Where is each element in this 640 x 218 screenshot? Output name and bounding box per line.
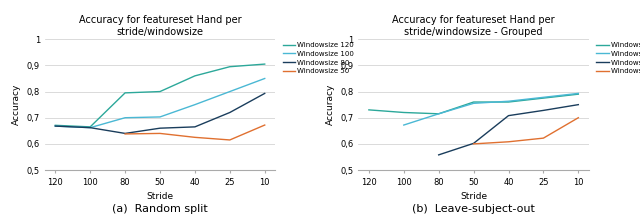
Windowsize 120 xyxy=(261,63,269,65)
Windowsize 120 xyxy=(51,124,59,127)
Windowsize 100 xyxy=(575,92,582,95)
Windowsize 80 xyxy=(226,111,234,114)
Line: Windowsize 120: Windowsize 120 xyxy=(55,64,265,127)
Windowsize 100 xyxy=(400,124,408,126)
Windowsize 50 xyxy=(505,140,513,143)
Windowsize 80 xyxy=(505,114,513,117)
Legend: Windowsize 120, Windowsize 100, Windowsize 80, Windowsize 50: Windowsize 120, Windowsize 100, Windowsi… xyxy=(593,39,640,77)
Windowsize 50 xyxy=(261,124,269,126)
Windowsize 50 xyxy=(575,116,582,119)
Windowsize 120 xyxy=(505,101,513,103)
Windowsize 120 xyxy=(191,75,199,77)
Line: Windowsize 50: Windowsize 50 xyxy=(474,118,579,144)
Windowsize 80 xyxy=(435,153,442,156)
Windowsize 80 xyxy=(575,103,582,106)
Y-axis label: Accuracy: Accuracy xyxy=(12,84,21,125)
Windowsize 80 xyxy=(86,126,94,129)
Windowsize 100 xyxy=(86,126,94,129)
Line: Windowsize 100: Windowsize 100 xyxy=(55,78,265,128)
Line: Windowsize 50: Windowsize 50 xyxy=(125,125,265,140)
Windowsize 50 xyxy=(156,132,164,135)
Y-axis label: Accuracy: Accuracy xyxy=(326,84,335,125)
Line: Windowsize 120: Windowsize 120 xyxy=(369,94,579,114)
Windowsize 50 xyxy=(470,143,477,145)
Line: Windowsize 100: Windowsize 100 xyxy=(404,93,579,125)
Windowsize 80 xyxy=(51,125,59,127)
Windowsize 50 xyxy=(540,137,547,140)
Windowsize 120 xyxy=(226,65,234,68)
Windowsize 100 xyxy=(435,112,442,115)
Line: Windowsize 80: Windowsize 80 xyxy=(55,93,265,133)
Windowsize 100 xyxy=(505,100,513,102)
Windowsize 80 xyxy=(191,126,199,128)
Windowsize 80 xyxy=(121,132,129,135)
X-axis label: Stride: Stride xyxy=(147,192,173,201)
Windowsize 80 xyxy=(156,127,164,129)
Windowsize 50 xyxy=(121,133,129,135)
Legend: Windowsize 120, Windowsize 100, Windowsize 80, Windowsize 50: Windowsize 120, Windowsize 100, Windowsi… xyxy=(280,39,357,77)
Windowsize 100 xyxy=(51,125,59,127)
Windowsize 80 xyxy=(470,142,477,145)
Windowsize 100 xyxy=(226,90,234,93)
Windowsize 80 xyxy=(540,109,547,112)
Windowsize 120 xyxy=(575,93,582,95)
Windowsize 120 xyxy=(435,112,442,115)
Windowsize 100 xyxy=(470,102,477,105)
X-axis label: Stride: Stride xyxy=(460,192,487,201)
Windowsize 100 xyxy=(191,103,199,106)
Windowsize 100 xyxy=(121,116,129,119)
Text: (b)  Leave-subject-out: (b) Leave-subject-out xyxy=(412,204,535,214)
Windowsize 100 xyxy=(261,77,269,80)
Windowsize 100 xyxy=(540,96,547,99)
Line: Windowsize 80: Windowsize 80 xyxy=(438,105,579,155)
Windowsize 120 xyxy=(121,92,129,94)
Title: Accuracy for featureset Hand per
stride/windowsize: Accuracy for featureset Hand per stride/… xyxy=(79,15,241,37)
Windowsize 120 xyxy=(156,90,164,93)
Title: Accuracy for featureset Hand per
stride/windowsize - Grouped: Accuracy for featureset Hand per stride/… xyxy=(392,15,555,37)
Windowsize 50 xyxy=(191,136,199,139)
Text: (a)  Random split: (a) Random split xyxy=(112,204,208,214)
Windowsize 120 xyxy=(400,111,408,114)
Windowsize 120 xyxy=(86,126,94,128)
Windowsize 100 xyxy=(156,116,164,118)
Windowsize 50 xyxy=(226,139,234,141)
Windowsize 120 xyxy=(365,109,372,111)
Windowsize 120 xyxy=(540,97,547,99)
Windowsize 120 xyxy=(470,101,477,103)
Windowsize 80 xyxy=(261,92,269,95)
